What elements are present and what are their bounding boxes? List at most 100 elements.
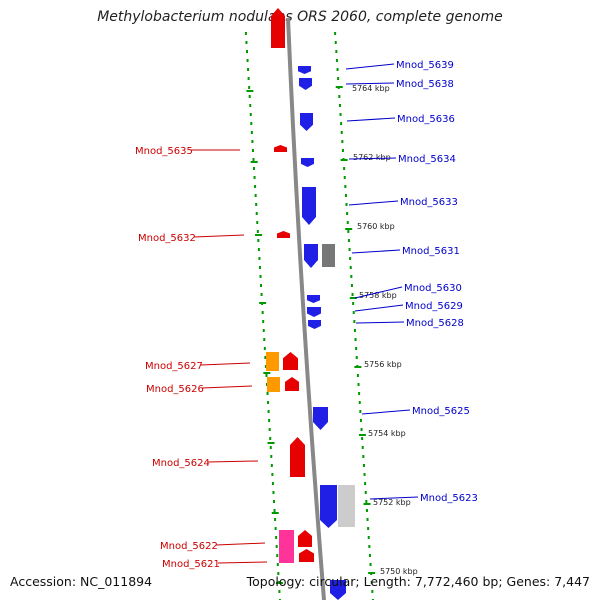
- gene-label-leader: [351, 249, 401, 254]
- ring-dot: [352, 302, 355, 305]
- ring-dot: [369, 563, 372, 566]
- ring-dot: [274, 527, 277, 530]
- gene-feature-top: [271, 8, 285, 48]
- genome-summary-text: Topology: circular; Length: 7,772,460 bp…: [246, 574, 590, 589]
- ring-dot: [340, 122, 343, 125]
- ring-dot: [361, 446, 364, 449]
- ring-major-tick: [335, 86, 343, 88]
- ring-dot: [271, 473, 274, 476]
- scale-tick-label: 5754 kbp: [368, 429, 406, 438]
- ring-dot: [357, 383, 360, 386]
- ring-dot: [364, 491, 367, 494]
- ring-dot: [255, 203, 258, 206]
- ring-dot: [351, 293, 354, 296]
- ring-dot: [343, 176, 346, 179]
- gene-feature-gray-5623: [338, 485, 355, 527]
- gene-feature-mnod-5632: [277, 231, 290, 238]
- ring-dot: [355, 356, 358, 359]
- gene-label-leader: [207, 460, 259, 463]
- ring-major-tick: [368, 572, 376, 574]
- ring-dot: [356, 374, 359, 377]
- gene-feature-mnod-5636: [300, 113, 313, 131]
- gene-label: Mnod_5621: [162, 559, 220, 570]
- gene-feature-mnod-5635: [274, 145, 287, 152]
- gene-feature-mnod-5628: [308, 320, 321, 329]
- gene-label: Mnod_5622: [160, 541, 218, 552]
- gene-feature-orange-5627: [266, 352, 279, 371]
- ring-dot: [367, 536, 370, 539]
- gene-label-leader: [348, 157, 397, 160]
- ring-dot: [273, 500, 275, 503]
- ring-dot: [362, 455, 365, 458]
- ring-dot: [250, 122, 253, 125]
- ring-major-tick: [267, 442, 275, 444]
- ring-dot: [334, 41, 337, 44]
- ring-dot: [257, 239, 260, 242]
- ring-dot: [264, 365, 267, 368]
- ring-dot: [252, 158, 255, 161]
- ring-dot: [365, 500, 368, 503]
- ring-dot: [365, 509, 368, 512]
- gene-label-leader: [354, 304, 404, 312]
- ring-dot: [355, 347, 358, 350]
- ring-dot: [248, 95, 251, 98]
- ring-dot: [260, 284, 263, 287]
- gene-feature-mnod-5625: [313, 407, 328, 430]
- ring-dot: [267, 401, 270, 404]
- gene-label: Mnod_5625: [412, 406, 470, 417]
- ring-dot: [270, 464, 273, 467]
- ring-dot: [247, 77, 250, 80]
- scale-tick-label: 5752 kbp: [373, 498, 411, 507]
- gene-label-leader: [369, 496, 419, 500]
- ring-dot: [275, 545, 278, 548]
- ring-dot: [277, 572, 280, 575]
- ring-dot: [368, 545, 371, 548]
- gene-feature-pink-5622: [279, 530, 294, 563]
- ring-dot: [250, 131, 253, 134]
- ring-dot: [249, 113, 252, 116]
- ring-dot: [349, 266, 352, 269]
- ring-dot: [254, 185, 257, 188]
- gene-label: Mnod_5624: [152, 458, 210, 469]
- ring-dot: [364, 482, 367, 485]
- ring-dot: [264, 356, 267, 359]
- gene-feature-mnod-5638: [299, 78, 312, 90]
- ring-dot: [247, 68, 250, 71]
- scale-labels: 5764 kbp 5762 kbp 5760 kbp 5758 kbp 5756 kbp…: [352, 84, 418, 576]
- ring-dot: [354, 338, 357, 341]
- gene-label: Mnod_5627: [145, 361, 203, 372]
- ring-dot: [353, 320, 356, 323]
- ring-dot: [359, 410, 362, 413]
- ring-major-tick: [349, 297, 357, 299]
- ring-dot: [338, 95, 341, 98]
- ring-dot: [346, 212, 349, 215]
- ring-dot: [348, 248, 351, 251]
- gene-label: Mnod_5639: [396, 60, 454, 71]
- ring-dot: [265, 374, 268, 377]
- ring-dot: [248, 86, 251, 89]
- ring-dot: [371, 590, 374, 593]
- gene-feature-mnod-5626: [285, 377, 299, 391]
- gene-feature-gray-5631: [322, 244, 335, 267]
- ring-major-tick: [271, 512, 279, 514]
- ring-dot: [353, 329, 356, 332]
- ring-dot: [276, 563, 279, 566]
- ring-dot: [246, 50, 248, 53]
- ring-dot: [366, 518, 369, 521]
- gene-label: Mnod_5636: [397, 114, 455, 125]
- gene-label: Mnod_5623: [420, 493, 478, 504]
- ring-dot: [256, 221, 259, 224]
- ring-dot: [363, 473, 366, 476]
- gene-label-leader: [348, 200, 399, 206]
- ring-dot: [346, 221, 349, 224]
- gene-label-leader: [345, 82, 395, 85]
- ring-dot: [260, 293, 263, 296]
- ring-dot: [358, 401, 361, 404]
- ring-dot: [278, 590, 281, 593]
- feature-layer: [266, 8, 355, 600]
- scale-ring-dots: [244, 32, 376, 600]
- accession-text: Accession: NC_011894: [10, 574, 153, 589]
- gene-label: Mnod_5632: [138, 233, 196, 244]
- ring-dot: [335, 59, 338, 62]
- gene-label-leader: [355, 321, 405, 324]
